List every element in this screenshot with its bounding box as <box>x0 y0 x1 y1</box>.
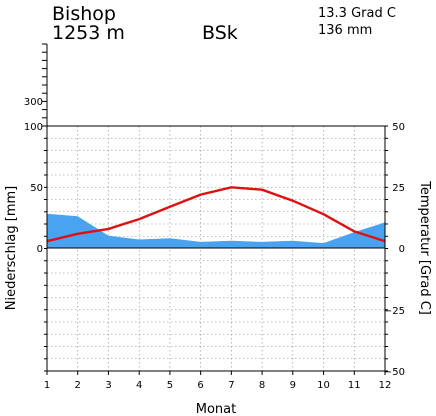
x-axis-label: Monat <box>196 402 236 416</box>
x-tick-label: 3 <box>105 380 111 391</box>
x-tick-label: 12 <box>379 380 392 391</box>
x-tick-label: 5 <box>167 380 173 391</box>
x-tick-label: 10 <box>317 380 330 391</box>
left-tick-label: 100 <box>24 122 43 133</box>
x-tick-label: 11 <box>348 380 361 391</box>
x-tick-label: 7 <box>228 380 234 391</box>
right-tick-label: 50 <box>392 122 405 133</box>
x-tick-label: 6 <box>197 380 203 391</box>
left-tick-label: 50 <box>30 183 43 194</box>
station-elevation: 1253 m <box>52 22 125 44</box>
right-axis-label: Temperatur [Grad C] <box>417 180 432 315</box>
left-axis-label: Niederschlag [mm] <box>4 186 19 311</box>
temperature-line <box>46 186 386 243</box>
mean-temperature: 13.3 Grad C <box>318 6 396 21</box>
left-tick-label: 0 <box>37 244 43 255</box>
station-name: Bishop <box>52 3 116 25</box>
right-tick-label: −50 <box>384 367 405 378</box>
x-tick-label: 8 <box>259 380 265 391</box>
x-tick-label: 2 <box>75 380 81 391</box>
right-tick-label: 25 <box>392 183 405 194</box>
annual-precipitation: 136 mm <box>318 23 373 38</box>
right-tick-label: −25 <box>384 306 405 317</box>
precipitation-area <box>47 213 385 248</box>
axis-ticks <box>42 43 388 375</box>
right-tick-label: 0 <box>399 244 405 255</box>
climate-class: BSk <box>202 22 238 44</box>
x-tick-label: 1 <box>44 380 50 391</box>
x-tick-label: 9 <box>290 380 296 391</box>
left-tick-label: 300 <box>24 97 43 108</box>
x-tick-label: 4 <box>136 380 142 391</box>
